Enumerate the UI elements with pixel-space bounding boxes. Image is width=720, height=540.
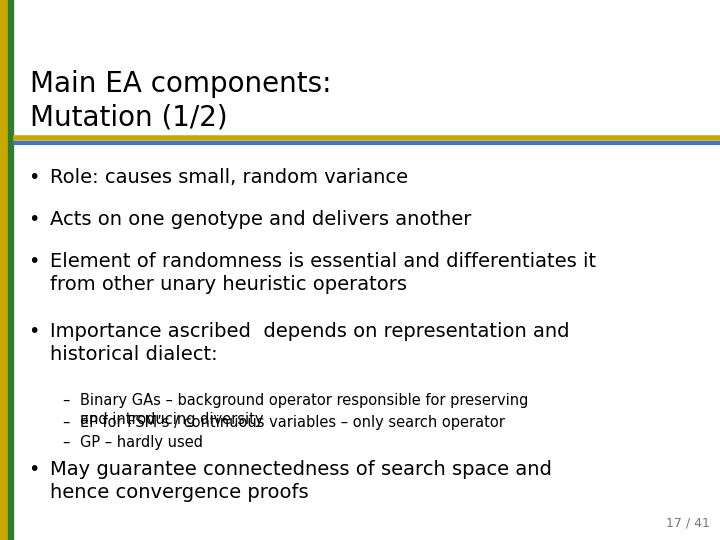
Text: EP for FSM’s / continuous variables – only search operator: EP for FSM’s / continuous variables – on… bbox=[80, 415, 505, 430]
Text: Binary GAs – background operator responsible for preserving
and introducing dive: Binary GAs – background operator respons… bbox=[80, 393, 528, 427]
Text: •: • bbox=[28, 460, 40, 479]
Text: •: • bbox=[28, 322, 40, 341]
Bar bbox=[0, 0, 8, 540]
Text: May guarantee connectedness of search space and
hence convergence proofs: May guarantee connectedness of search sp… bbox=[50, 460, 552, 503]
Text: –: – bbox=[62, 435, 69, 450]
Text: 17 / 41: 17 / 41 bbox=[666, 517, 710, 530]
Text: •: • bbox=[28, 210, 40, 229]
Text: •: • bbox=[28, 252, 40, 271]
Text: GP – hardly used: GP – hardly used bbox=[80, 435, 203, 450]
Text: Role: causes small, random variance: Role: causes small, random variance bbox=[50, 168, 408, 187]
Text: •: • bbox=[28, 168, 40, 187]
Bar bbox=[8, 0, 13, 540]
Text: Main EA components:
Mutation (1/2): Main EA components: Mutation (1/2) bbox=[30, 70, 331, 132]
Text: Acts on one genotype and delivers another: Acts on one genotype and delivers anothe… bbox=[50, 210, 472, 229]
Text: Element of randomness is essential and differentiates it
from other unary heuris: Element of randomness is essential and d… bbox=[50, 252, 596, 294]
Text: Importance ascribed  depends on representation and
historical dialect:: Importance ascribed depends on represent… bbox=[50, 322, 570, 364]
Text: –: – bbox=[62, 393, 69, 408]
Text: –: – bbox=[62, 415, 69, 430]
